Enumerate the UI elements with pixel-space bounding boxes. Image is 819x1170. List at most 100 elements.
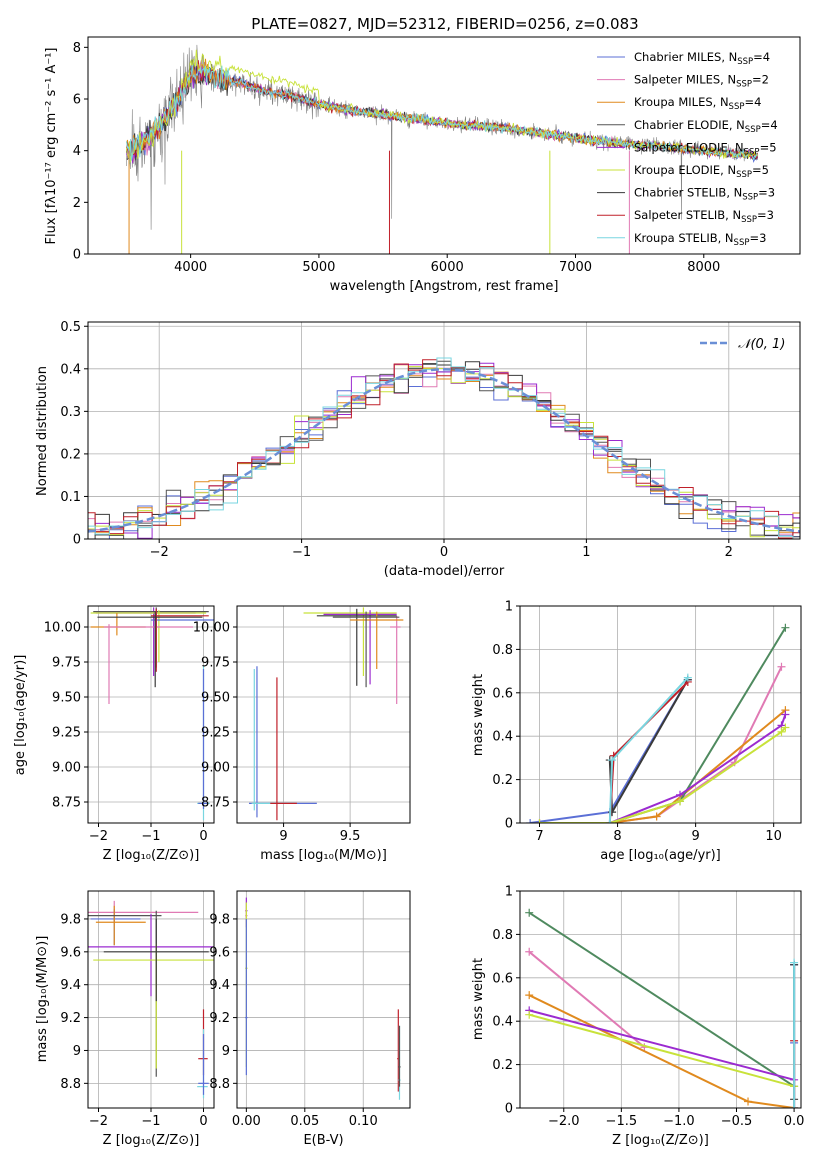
weight-line-3 [528, 911, 795, 1088]
plot-area [245, 897, 401, 1100]
weight-marker-1 [525, 947, 534, 956]
weight-marker-8 [790, 1104, 799, 1108]
weight-marker-1 [777, 662, 786, 671]
y-tick-label: 0 [505, 817, 513, 832]
y-tick-label: 0.8 [492, 928, 513, 943]
legend-text: Chabrier MILES, N [634, 50, 737, 64]
x-tick-label: −2 [89, 829, 108, 844]
mass-vs-extinction-panel: 0.00 0.05 0.10 8.8 9 9.2 9.4 9.6 9.8 E(B-V) [209, 890, 411, 1148]
weight-marker-3 [525, 908, 534, 917]
weight-line-1 [528, 951, 646, 1048]
x-tick-label: 0.10 [349, 1114, 378, 1129]
y-tick-label: 0.5 [60, 320, 81, 335]
legend-count: =5 [752, 163, 769, 177]
x-tick-label: 4000 [174, 260, 207, 275]
x-tick-label: 0 [199, 829, 207, 844]
y-tick-label: 0.6 [492, 686, 513, 701]
x-tick-label: 5000 [302, 260, 335, 275]
weight-line-4 [528, 1009, 795, 1081]
weight-vs-metallicity-panel: −2.0 −1.5 −1.0 −0.5 0.0 0 0.2 0.4 0.6 0.8 1 Z [log₁… [471, 885, 804, 1149]
plot-area [90, 607, 214, 821]
weight-marker-3 [781, 623, 790, 632]
legend-text: Salpeter STELIB, N [634, 208, 741, 222]
legend-text: Salpeter ELODIE, N [634, 140, 744, 154]
histogram-6 [88, 361, 800, 539]
y-tick-label: 0.3 [60, 405, 81, 420]
weight-marker-0 [526, 819, 535, 823]
legend-count: =3 [757, 208, 774, 222]
y-tick-label: 10.00 [193, 621, 230, 636]
x-axis-label: age [log₁₀(age/yr)] [600, 848, 721, 863]
y-tick-label: 0.2 [492, 773, 513, 788]
axes-frame [519, 890, 802, 1109]
y-tick-label: 9.6 [209, 945, 230, 960]
y-tick-label: 9.25 [201, 726, 230, 741]
legend-count: =3 [749, 231, 766, 245]
legend-label-1: Salpeter MILES, NSSP=2 [634, 73, 769, 90]
age-vs-metallicity-panel: −2 −1 0 8.75 9.00 9.25 9.50 9.75 10.00 Z [log₁₀(Z… [13, 605, 215, 863]
legend-count: =3 [758, 186, 775, 200]
legend-label-7: Salpeter STELIB, NSSP=3 [634, 208, 774, 225]
legend-label-6: Chabrier STELIB, NSSP=3 [634, 186, 775, 203]
x-tick-label: 6000 [431, 260, 464, 275]
age-vs-mass-panel: 9 9.5 8.75 9.00 9.25 9.50 9.75 10.00 mass [log₁₀… [193, 605, 411, 863]
y-tick-label: 9.25 [52, 726, 81, 741]
y-tick-label: 4 [73, 144, 81, 159]
axes-frame [519, 605, 802, 824]
y-tick-label: 9.2 [60, 1011, 81, 1026]
plot-area [525, 908, 799, 1108]
y-tick-label: 9.50 [201, 691, 230, 706]
legend-text: Kroupa STELIB, N [634, 231, 734, 245]
weight-marker-8 [605, 819, 614, 823]
legend-subscript: SSP [744, 147, 760, 157]
legend-text: Chabrier STELIB, N [634, 186, 742, 200]
legend-count: =2 [752, 73, 769, 87]
y-tick-label: 9.2 [209, 1011, 230, 1026]
x-tick-label: 8 [613, 829, 621, 844]
x-tick-label: −1 [292, 545, 311, 560]
histogram-2 [88, 364, 800, 533]
y-tick-label: 8.75 [52, 796, 81, 811]
residuals-panel: −2 −1 0 1 2 0 0.1 0.2 0.3 0.4 0.5 (data-model)/erro… [35, 320, 801, 579]
plot-area [248, 607, 404, 821]
x-tick-label: −2 [150, 545, 169, 560]
y-tick-label: 0 [73, 248, 81, 263]
y-tick-label: 9.75 [201, 656, 230, 671]
x-axis-label: (data-model)/error [384, 564, 505, 579]
histogram-8 [88, 357, 800, 539]
x-tick-label: 10 [765, 829, 782, 844]
legend-label-8: Kroupa STELIB, NSSP=3 [634, 231, 766, 248]
weight-line-5 [528, 1013, 795, 1088]
plot-area [126, 44, 759, 254]
x-tick-label: 1 [582, 545, 590, 560]
y-tick-label: 1 [505, 885, 513, 900]
legend-text: Chabrier ELODIE, N [634, 118, 745, 132]
weight-marker-5 [781, 723, 790, 732]
histogram-7 [88, 359, 800, 539]
legend-label-2: Kroupa MILES, NSSP=4 [634, 95, 761, 112]
x-tick-label: 0.00 [232, 1114, 261, 1129]
x-axis-label: Z [log₁₀(Z/Z⊙)] [103, 848, 200, 863]
legend-subscript: SSP [742, 193, 758, 203]
y-tick-label: 10.00 [44, 621, 81, 636]
y-tick-label: 0.6 [492, 971, 513, 986]
y-tick-label: 0.1 [60, 490, 81, 505]
legend-subscript: SSP [729, 102, 745, 112]
legend-label-3: Chabrier ELODIE, NSSP=4 [634, 118, 778, 135]
y-axis-label: Flux [fλ10⁻¹⁷ erg cm⁻² s⁻¹ A⁻¹] [44, 48, 59, 245]
x-tick-label: 7 [535, 829, 543, 844]
y-tick-label: 9 [222, 1044, 230, 1059]
x-tick-label: 9 [279, 829, 287, 844]
legend-count: =5 [760, 140, 777, 154]
y-tick-label: 9.50 [52, 691, 81, 706]
axes-frame [236, 605, 411, 824]
x-tick-label: −1.0 [663, 1114, 695, 1129]
plot-area [88, 900, 214, 1099]
y-axis-label: mass [log₁₀(M/M⊙)] [35, 936, 50, 1063]
y-tick-label: 9 [73, 1044, 81, 1059]
x-tick-label: −2 [89, 1114, 108, 1129]
axes-frame [236, 890, 411, 1109]
legend-label-4: Salpeter ELODIE, NSSP=5 [634, 140, 777, 157]
